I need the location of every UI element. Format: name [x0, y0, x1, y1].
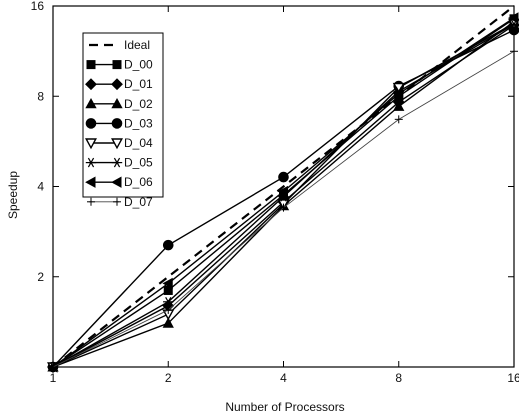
x-tick-label: 4 — [280, 371, 287, 385]
legend-item-d-06: D_06 — [85, 175, 153, 189]
data-point-d-06 — [277, 185, 288, 198]
legend-marker — [111, 157, 123, 168]
data-point-d-03 — [162, 239, 174, 251]
x-tick-label: 16 — [507, 371, 519, 385]
legend-marker — [85, 118, 97, 129]
legend-label: D_06 — [124, 175, 153, 189]
data-point-d-03 — [278, 171, 289, 183]
data-point-d-07 — [510, 47, 518, 56]
series-d-06 — [47, 12, 519, 373]
series-layer — [47, 5, 519, 374]
y-axis-title: Speedup — [6, 171, 20, 219]
x-tick-label: 1 — [50, 371, 57, 385]
series-d-07 — [49, 47, 518, 371]
legend-marker — [85, 157, 97, 168]
data-point-d-06 — [508, 12, 519, 24]
legend-marker — [111, 78, 123, 91]
legend-item-d-05: D_05 — [85, 156, 153, 170]
legend-marker — [111, 118, 123, 129]
y-tick-label: 16 — [31, 0, 45, 13]
legend-label: D_00 — [124, 58, 153, 72]
legend-marker — [111, 97, 123, 109]
y-tick-label: 4 — [37, 180, 44, 194]
series-d-03 — [47, 24, 519, 373]
legend-marker — [87, 197, 95, 206]
legend-label: D_03 — [124, 116, 153, 130]
legend-item-d-02: D_02 — [85, 97, 153, 111]
legend-item-d-03: D_03 — [85, 116, 153, 130]
x-axis-title: Number of Processors — [225, 400, 344, 414]
legend-marker — [86, 60, 96, 70]
legend-item-d-07: D_07 — [87, 195, 153, 209]
data-point-d-02 — [162, 317, 174, 328]
legend-label: D_07 — [124, 195, 153, 209]
data-point-d-05 — [163, 296, 174, 307]
legend-marker — [111, 176, 122, 188]
legend-item-d-04: D_04 — [85, 136, 153, 150]
legend-label: D_01 — [124, 77, 153, 91]
legend-label: D_02 — [124, 97, 153, 111]
data-point-d-06 — [392, 88, 404, 100]
data-point-d-07 — [164, 305, 173, 314]
legend-marker — [85, 138, 97, 150]
legend-marker — [113, 197, 121, 206]
y-tick-label: 8 — [37, 89, 44, 103]
legend-marker — [111, 138, 123, 150]
legend-item-ideal: Ideal — [89, 38, 150, 52]
legend-marker — [85, 176, 96, 188]
legend: Ideal D_00 D_01 D_02 D_03 D_04 D_05 D_06 D_07 — [82, 32, 164, 209]
data-point-d-07 — [49, 363, 57, 371]
legend-item-d-00: D_00 — [86, 58, 153, 72]
data-point-d-02 — [393, 100, 405, 111]
legend-marker — [112, 60, 122, 70]
data-point-d-07 — [394, 115, 403, 124]
legend-label: D_05 — [124, 156, 153, 170]
legend-item-d-01: D_01 — [85, 77, 153, 91]
legend-label: Ideal — [124, 38, 150, 52]
legend-marker — [85, 97, 97, 109]
data-point-d-06 — [162, 277, 173, 290]
legend-box — [82, 32, 164, 198]
legend-label: D_04 — [124, 136, 153, 150]
x-tick-label: 8 — [395, 371, 402, 385]
x-tick-label: 2 — [165, 371, 172, 385]
legend-marker — [85, 78, 97, 91]
y-tick-label: 2 — [37, 270, 44, 284]
data-point-d-07 — [279, 203, 288, 212]
